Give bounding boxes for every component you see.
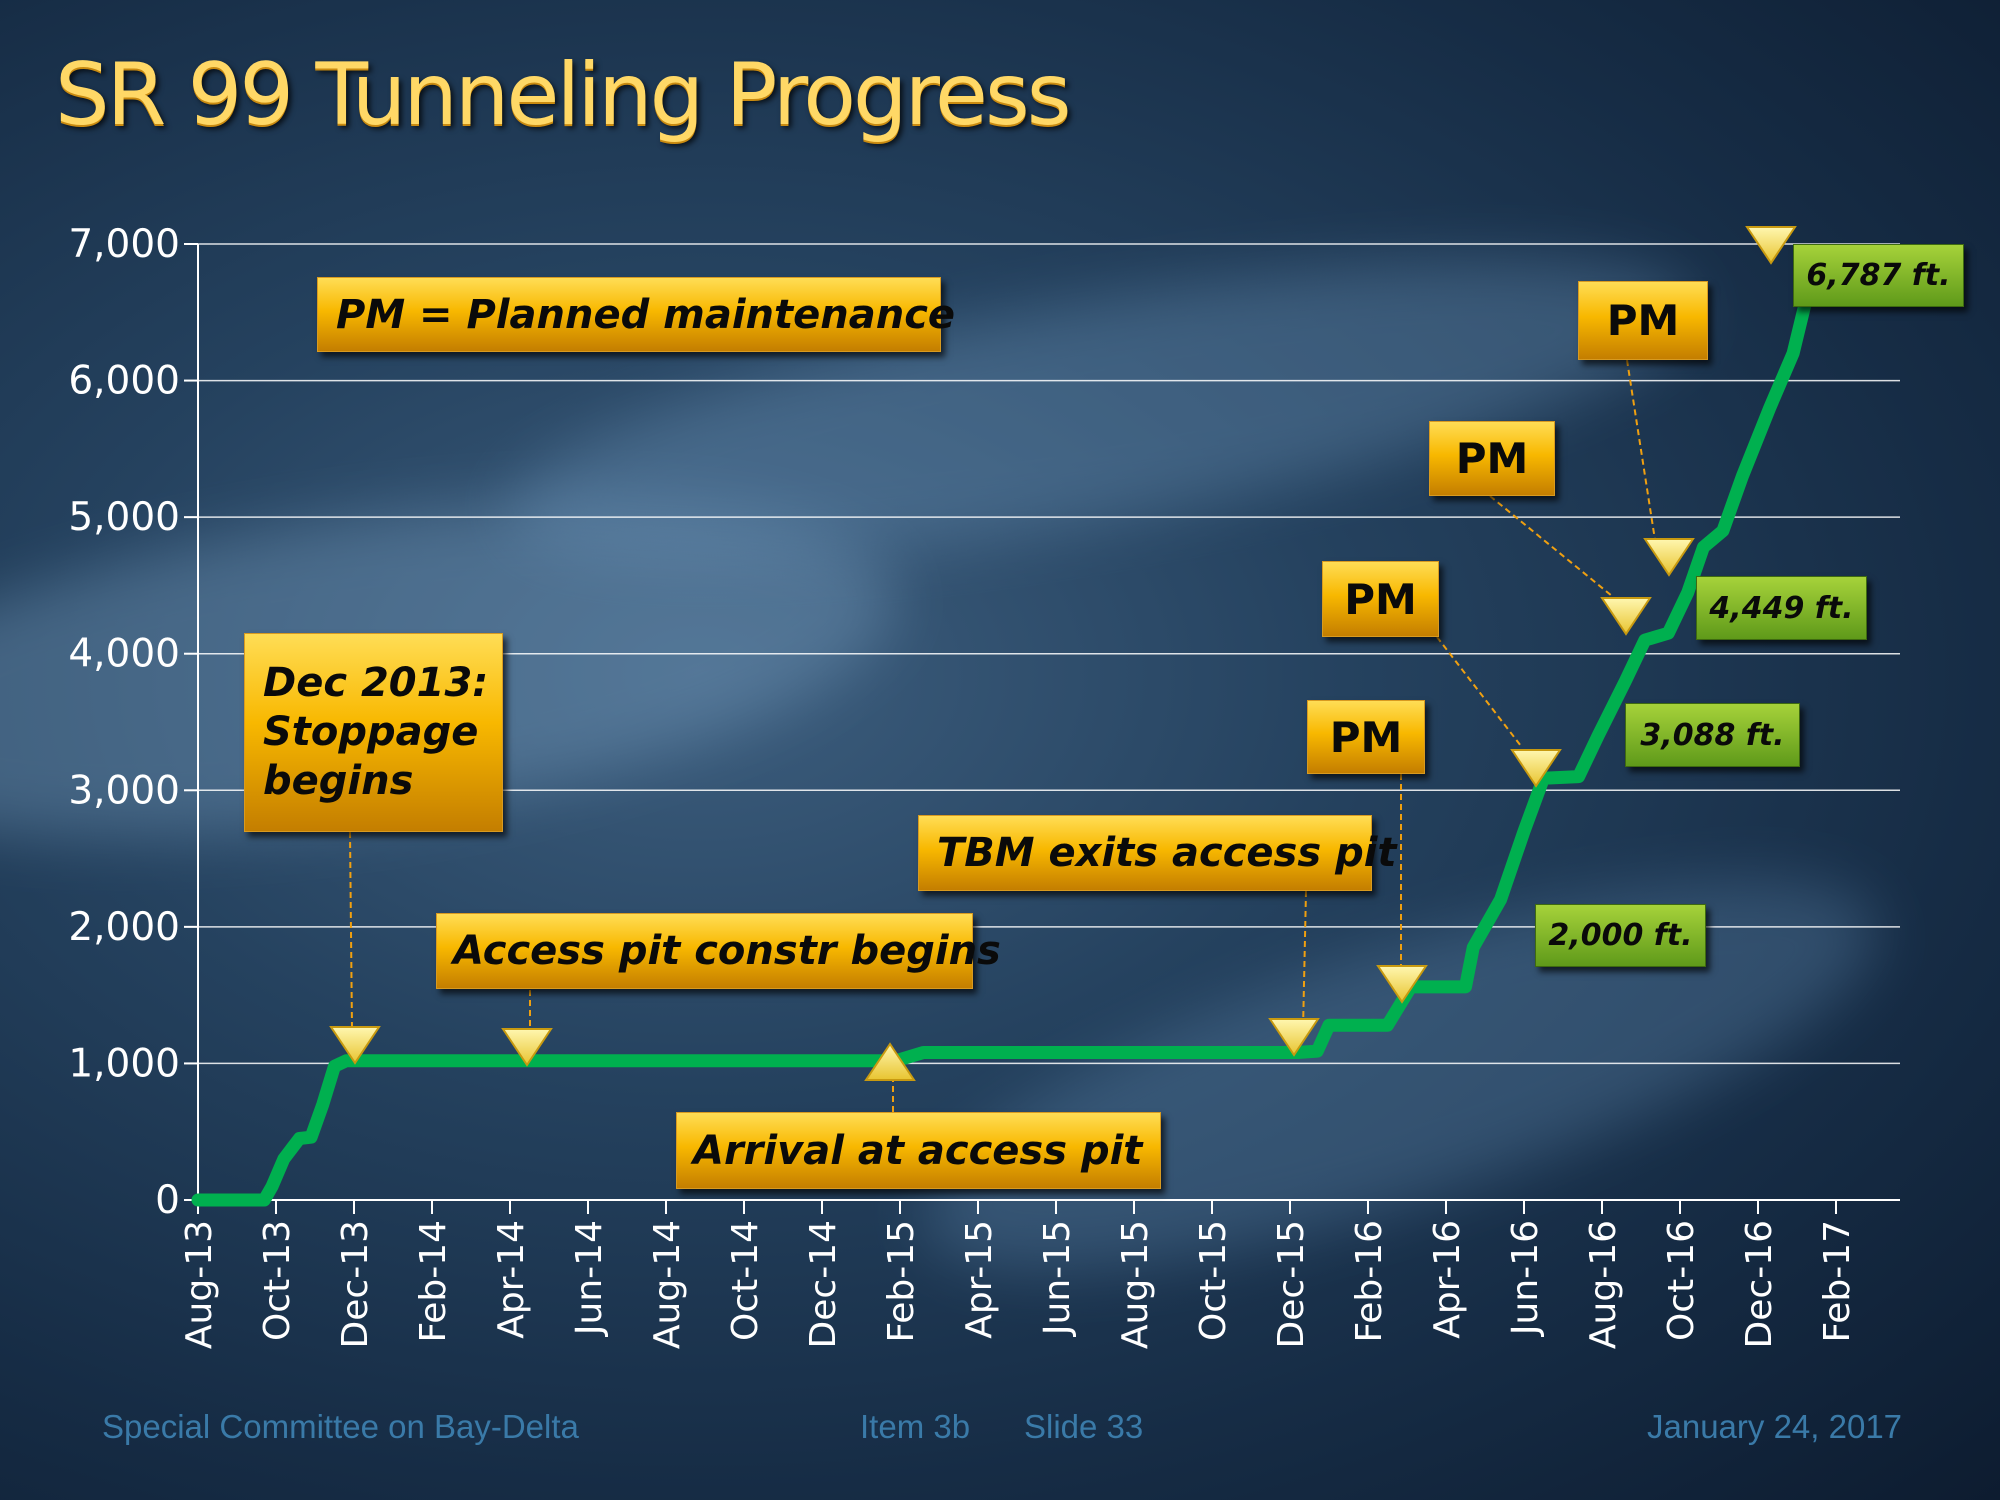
x-tick-label: Oct-16 [1661, 1220, 1702, 1341]
marker-triangle-down [1643, 538, 1695, 577]
y-tick-label: 5,000 [68, 495, 180, 540]
callout-tbm-exits: TBM exits access pit [918, 815, 1397, 891]
callout-pm-4: PM [1578, 281, 1708, 360]
leader-line [1489, 495, 1613, 597]
x-tick-label: Aug-16 [1583, 1220, 1624, 1349]
x-tick-label: Aug-14 [647, 1220, 688, 1349]
marker-triangle-down [1510, 749, 1562, 788]
callout-line: begins [263, 757, 414, 804]
leader-line [1626, 359, 1656, 541]
leader-line [349, 831, 353, 1031]
marker-triangle-down [1745, 226, 1797, 265]
x-tick-label: Oct-14 [725, 1220, 766, 1341]
x-tick-label: Apr-14 [491, 1220, 532, 1339]
milestone-label-4449: 4,449 ft. [1696, 576, 1867, 640]
footer-item: Item 3b [860, 1408, 971, 1445]
x-tick-label: Feb-15 [881, 1220, 922, 1343]
callout-line: Stoppage [263, 709, 479, 756]
leader-line [1302, 890, 1307, 1031]
slide-title: SR 99 Tunneling Progress [55, 45, 1072, 145]
milestone-label-6787: 6,787 ft. [1793, 244, 1964, 307]
x-tick-label: Oct-15 [1193, 1220, 1234, 1341]
x-tick-label: Apr-16 [1427, 1220, 1468, 1339]
x-tick-label: Aug-13 [179, 1220, 220, 1349]
x-tick-label: Dec-15 [1271, 1220, 1312, 1348]
marker-triangle-up [864, 1042, 916, 1081]
marker-triangle-down [329, 1026, 381, 1065]
x-tick-label: Dec-14 [803, 1220, 844, 1348]
leader-line [1436, 636, 1522, 747]
x-tick-label: Oct-13 [257, 1220, 298, 1341]
marker-triangle-down [1376, 965, 1428, 1004]
callout-pm-2: PM [1322, 561, 1439, 637]
y-axis: 0 1,000 2,000 3,000 4,000 5,000 6,000 7,000 [68, 222, 199, 1223]
x-tick-label: Feb-17 [1817, 1220, 1858, 1343]
y-tick-label: 2,000 [68, 905, 180, 950]
callout-dec-2013-stoppage: Dec 2013: Stoppage begins [244, 633, 503, 832]
footer-date: January 24, 2017 [1647, 1408, 1903, 1445]
footer-slide: Slide 33 [1024, 1408, 1144, 1445]
x-tick-label: Feb-16 [1349, 1220, 1390, 1343]
y-tick-label: 1,000 [68, 1041, 180, 1086]
x-axis: Aug-13 Oct-13 Dec-13 Feb-14 Apr-14 Jun-14 Aug-… [179, 1199, 1900, 1349]
callout-arrival-access-pit: Arrival at access pit [676, 1112, 1161, 1189]
milestone-label-2000: 2,000 ft. [1535, 904, 1706, 967]
progress-series [191, 266, 1820, 1207]
x-tick-label: Aug-15 [1115, 1220, 1156, 1349]
y-tick-label: 0 [155, 1178, 180, 1223]
callout-access-pit-constr: Access pit constr begins [436, 913, 1001, 989]
x-tick-label: Jun-16 [1505, 1220, 1546, 1337]
x-tick-label: Jun-15 [1037, 1220, 1078, 1337]
x-tick-label: Apr-15 [959, 1220, 1000, 1339]
marker-triangle-down [1600, 597, 1652, 636]
x-tick-label: Dec-13 [335, 1220, 376, 1348]
callout-pm-legend: PM = Planned maintenance [317, 277, 955, 352]
callout-pm-1: PM [1307, 700, 1425, 774]
progress-line [191, 266, 1820, 1207]
x-tick-label: Jun-14 [569, 1220, 610, 1337]
marker-triangle-down [501, 1028, 553, 1067]
x-tick-label: Feb-14 [413, 1220, 454, 1343]
callout-pm-3: PM [1429, 421, 1555, 496]
y-tick-label: 7,000 [68, 222, 180, 267]
marker-triangle-down [1268, 1018, 1320, 1057]
y-tick-label: 3,000 [68, 768, 180, 813]
callout-line: Dec 2013: [263, 660, 489, 707]
y-tick-label: 4,000 [68, 632, 180, 677]
milestone-markers [329, 226, 1797, 1081]
milestone-label-3088: 3,088 ft. [1625, 703, 1800, 767]
y-tick-label: 6,000 [68, 359, 180, 404]
x-tick-label: Dec-16 [1739, 1220, 1780, 1348]
footer-committee: Special Committee on Bay-Delta [102, 1408, 579, 1445]
